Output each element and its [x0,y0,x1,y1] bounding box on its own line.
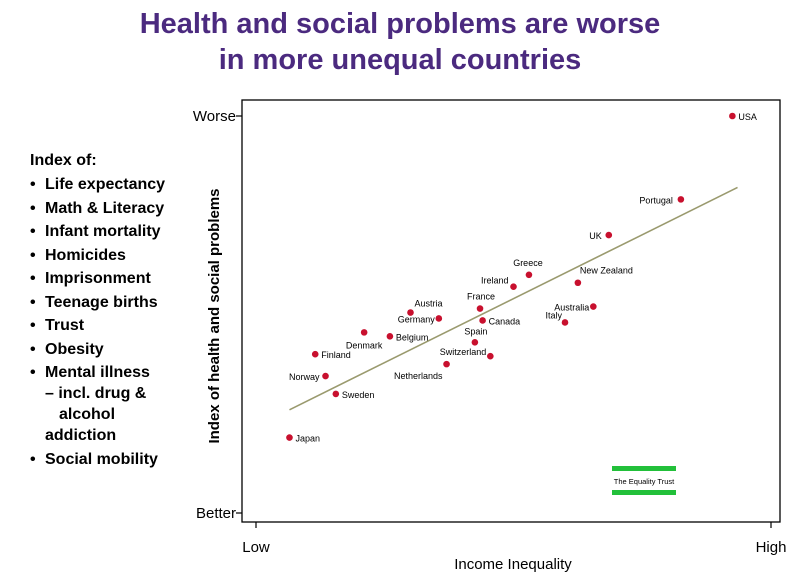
point-austria [407,309,414,316]
title-line-2: in more unequal countries [218,44,582,76]
index-item-label: Teenage births [45,293,158,311]
point-portugal [677,196,685,203]
point-label-france: France [467,292,495,302]
index-list: • Life expectancy • Math & Literacy • Infan… [26,174,216,470]
index-item-label-cont: – incl. drug & [45,385,147,402]
point-label-new-zealand: New Zealand [580,266,633,276]
point-finland [311,350,319,358]
point-label-austria: Austria [415,299,443,309]
point-sweden [332,390,340,398]
logo-bar-bottom [612,490,676,495]
index-panel: Index of: • Life expectancy • Math & Liter… [26,150,216,472]
trend-line [289,186,738,411]
chart-title: Health and social problems are worse in … [0,6,800,78]
title-line-1: Health and social problems are worse [139,8,661,40]
index-item: • Infant mortality [26,221,216,242]
point-label-ireland: Ireland [481,276,509,286]
point-label-australia: Australia [554,303,589,313]
bullet-icon: • [30,317,36,334]
point-australia [590,303,597,310]
point-label-sweden: Sweden [342,390,375,400]
y-tick-label-better: Better [196,505,236,522]
plot-frame [241,99,781,523]
index-item-label: Infant mortality [45,223,161,240]
logo-bar-top [612,466,676,471]
y-tick-label-worse: Worse [193,108,236,125]
point-label-belgium: Belgium [396,332,429,342]
logo-text: The Equality Trust [614,477,675,486]
bullet-icon: • [30,340,36,358]
point-label-portugal: Portugal [639,195,673,205]
index-item: • Mental illness – incl. drug & alcohol … [26,362,216,446]
index-heading: Index of: [30,152,97,169]
index-item: • Imprisonment [26,268,216,289]
point-label-finland: Finland [321,350,351,360]
point-new-zealand [574,279,582,287]
point-japan [286,434,293,441]
x-tick-label-high: High [756,539,787,556]
point-italy [561,319,569,326]
index-item: • Teenage births [26,292,216,313]
index-item-label: Homicides [45,246,126,264]
point-ireland [510,283,517,291]
point-belgium [386,333,394,340]
bullet-icon: • [30,270,36,287]
point-label-japan: Japan [295,434,320,444]
index-item-label-cont: alcohol [59,406,116,423]
bullet-icon: • [30,364,36,381]
point-switzerland [487,352,494,360]
point-label-spain: Spain [464,326,487,336]
point-netherlands [443,360,450,368]
point-label-denmark: Denmark [346,340,383,350]
index-item-label: Obesity [45,340,104,358]
data-points: USA Portugal UK Greece Ireland New Zealand Aus… [286,112,757,444]
point-label-greece: Greece [513,258,543,268]
y-axis-label: Index of health and social problems [206,188,223,443]
index-item-label: Trust [45,317,85,334]
point-denmark [360,329,368,336]
bullet-icon: • [30,246,36,264]
axis-ticks [236,115,772,528]
index-item: • Trust [26,315,216,336]
point-uk [605,231,613,239]
point-label-usa: USA [738,112,757,122]
point-france [476,305,484,312]
equality-trust-logo: The Equality Trust [612,466,676,495]
index-item: • Homicides [26,245,216,266]
point-usa [729,112,736,120]
point-norway [322,372,329,380]
point-spain [471,338,479,346]
x-axis-label: Income Inequality [454,556,572,573]
index-item-label: Social mobility [45,450,158,468]
index-item-label: Imprisonment [45,270,151,287]
bullet-icon: • [30,176,36,193]
index-item: • Obesity [26,339,216,360]
index-item: • Social mobility [26,449,216,470]
index-item-label: Mental illness [45,364,150,381]
index-item-label: Math & Literacy [45,199,165,217]
index-item: • Life expectancy [26,174,216,195]
index-item-label-cont: addiction [45,427,117,444]
point-label-germany: Germany [398,314,436,324]
index-item: • Math & Literacy [26,198,216,219]
point-greece [525,271,533,279]
bullet-icon: • [30,293,36,311]
bullet-icon: • [30,223,36,240]
x-tick-label-low: Low [242,539,270,556]
bullet-icon: • [30,450,36,468]
point-label-switzerland: Switzerland [440,347,487,357]
point-label-norway: Norway [289,372,320,382]
point-canada [479,317,486,324]
point-label-netherlands: Netherlands [394,371,443,381]
point-label-uk: UK [589,231,602,241]
point-germany [435,315,443,322]
bullet-icon: • [30,199,36,217]
point-label-italy: Italy [545,310,562,320]
point-label-canada: Canada [489,316,521,326]
index-item-label: Life expectancy [45,176,166,193]
